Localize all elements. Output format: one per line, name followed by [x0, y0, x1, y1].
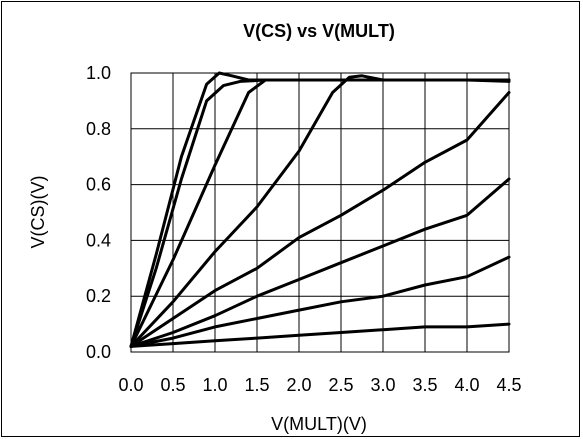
y-tick-label: 0.6 [86, 175, 111, 195]
y-tick-label: 0.0 [86, 342, 111, 362]
x-tick-label: 0.5 [160, 375, 185, 395]
series-group [129, 71, 511, 348]
y-tick-label: 0.2 [86, 286, 111, 306]
series-line-4 [129, 74, 511, 348]
y-tick-label: 0.4 [86, 230, 111, 250]
x-tick-label: 0.0 [118, 375, 143, 395]
y-tick-labels: 0.0 0.2 0.4 0.6 0.8 1.0 [86, 63, 111, 362]
x-tick-label: 2.5 [328, 375, 353, 395]
x-tick-label: 3.5 [412, 375, 437, 395]
y-tick-label: 1.0 [86, 63, 111, 83]
x-axis-label: V(MULT)(V) [271, 414, 367, 434]
x-tick-label: 4.0 [454, 375, 479, 395]
x-tick-label: 3.0 [370, 375, 395, 395]
series-line-5 [129, 91, 511, 348]
plot-area-border [130, 72, 510, 353]
x-tick-label: 1.5 [244, 375, 269, 395]
y-tick-label: 0.8 [86, 119, 111, 139]
y-axis-label: V(CS)(V) [28, 176, 48, 249]
series-line-7 [129, 255, 511, 348]
x-tick-label: 1.0 [202, 375, 227, 395]
x-tick-label: 2.0 [286, 375, 311, 395]
x-tick-labels: 0.0 0.5 1.0 1.5 2.0 2.5 3.0 3.5 4.0 4.5 [118, 375, 521, 395]
x-tick-label: 4.5 [496, 375, 521, 395]
series-line-8 [129, 322, 511, 348]
chart-title: V(CS) vs V(MULT) [243, 21, 395, 41]
series-line-6 [129, 177, 511, 348]
